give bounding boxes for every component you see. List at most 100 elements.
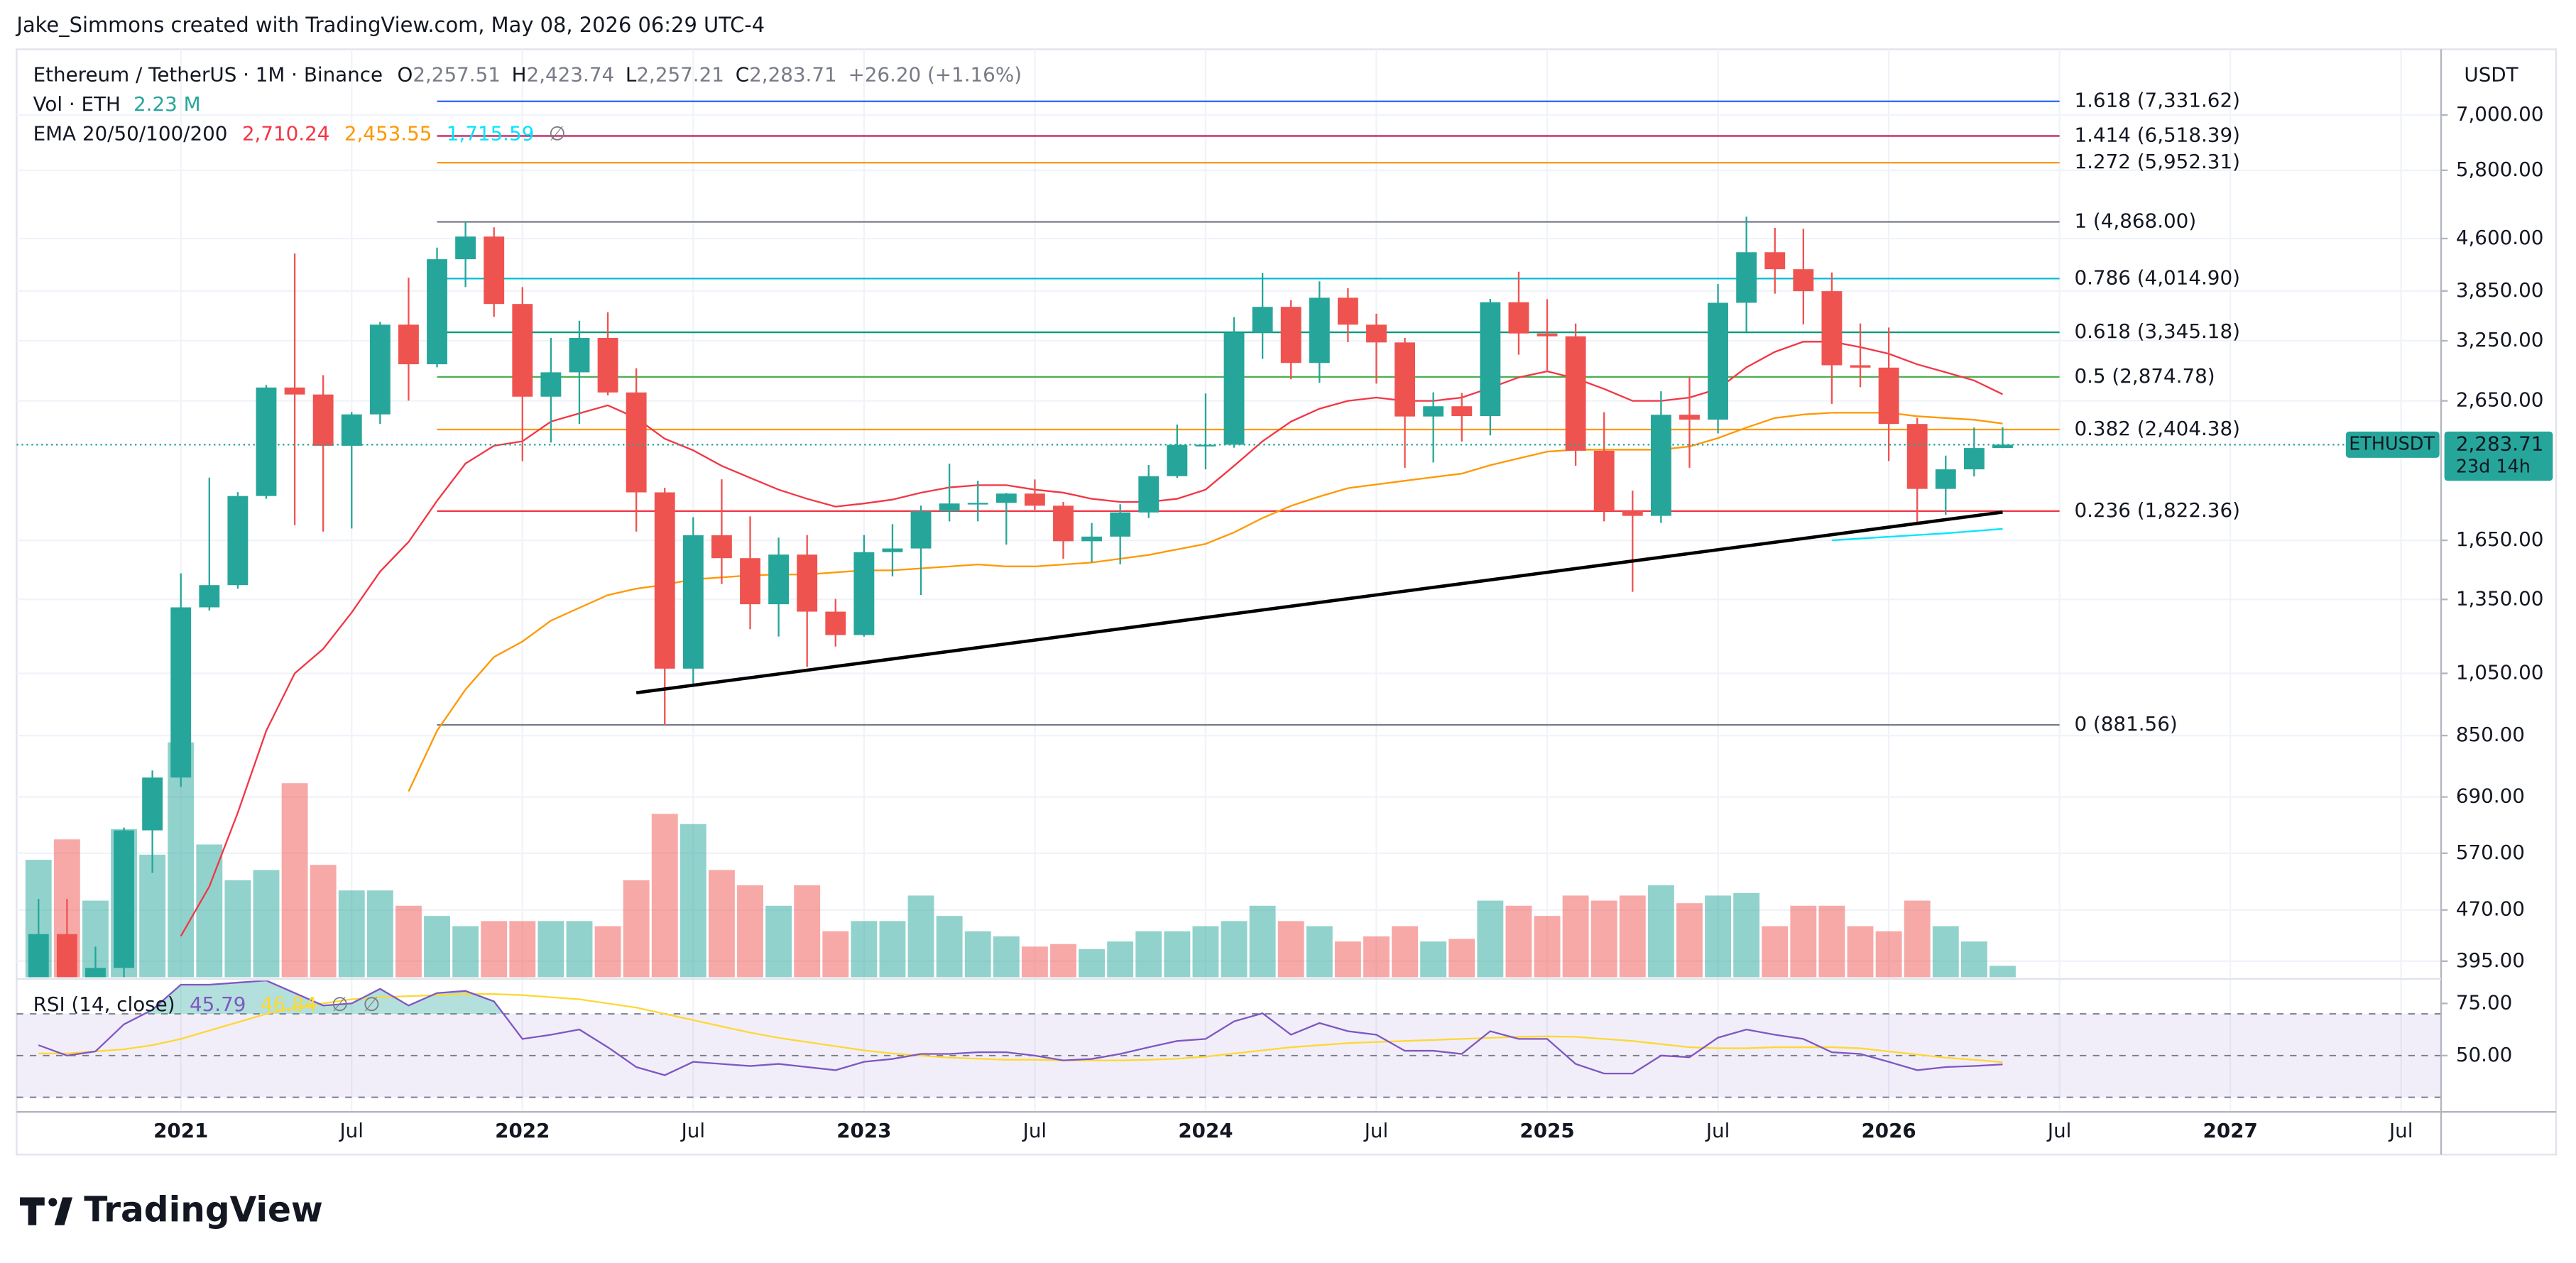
legend-ema-value: 2,453.55	[344, 122, 432, 146]
y-tick-label: 570.00	[2456, 841, 2525, 864]
candle-body	[1451, 406, 1473, 416]
candle-body	[1821, 291, 1843, 366]
volume-bar	[139, 854, 166, 978]
fib-label: 1.272 (5,952.31)	[2074, 150, 2240, 173]
volume-bar	[680, 824, 706, 978]
y-tick-label: 2,650.00	[2456, 388, 2544, 412]
volume-bar	[907, 895, 934, 978]
candle-body	[825, 611, 846, 635]
volume-bar	[1534, 916, 1561, 978]
legend-rsi-missing: ∅	[332, 993, 349, 1016]
candle-body	[1252, 307, 1273, 333]
x-tick-label: 2021	[153, 1119, 208, 1142]
volume-bar	[1932, 926, 1959, 978]
volume-bar	[1762, 926, 1789, 978]
candle-body	[1622, 510, 1643, 516]
fib-label: 1.618 (7,331.62)	[2074, 89, 2240, 112]
volume-bar	[993, 936, 1020, 978]
volume-bar	[537, 921, 564, 978]
candle-body	[1736, 252, 1757, 303]
y-tick-label: 1,350.00	[2456, 586, 2544, 610]
symbol-tag	[2345, 431, 2440, 458]
volume-bar	[1960, 941, 1987, 978]
volume-bar	[1420, 941, 1447, 978]
rsi-line	[38, 993, 2003, 1064]
volume-bar	[1135, 931, 1162, 978]
legend-rsi: RSI (14, close) 45.79 46.84 ∅ ∅	[33, 993, 381, 1016]
ema-line	[180, 341, 2003, 937]
candle-body	[369, 324, 391, 415]
candle-body	[170, 607, 192, 778]
footer-logo: TradingView	[84, 1190, 323, 1230]
volume-bar	[1790, 905, 1817, 978]
legend-ema-value: 2,710.24	[242, 122, 330, 146]
candle-body	[939, 503, 960, 512]
volume-bar	[1477, 900, 1504, 978]
fib-label: 1.414 (6,518.39)	[2074, 123, 2240, 146]
candle-body	[882, 548, 903, 552]
candle-body	[427, 259, 447, 365]
volume-bar	[879, 921, 906, 978]
x-tick-label: Jul	[2388, 1119, 2413, 1142]
y-tick-label: 1,650.00	[2456, 527, 2544, 551]
legend-rsi-value: 46.84	[261, 993, 317, 1016]
candle-body	[1395, 342, 1416, 417]
logo-shape	[48, 1198, 58, 1207]
candle-body	[1508, 302, 1529, 334]
fib-label: 0.618 (3,345.18)	[2074, 319, 2240, 343]
candle-body	[540, 372, 562, 397]
y-tick-label: 690.00	[2456, 784, 2525, 808]
legend-key: H	[512, 62, 527, 86]
candle-body	[1992, 444, 2013, 449]
x-tick-label: 2022	[495, 1119, 550, 1142]
x-tick-label: Jul	[1705, 1119, 1730, 1142]
candle-body	[56, 934, 77, 978]
trendline	[635, 510, 2003, 695]
volume-bar	[1164, 931, 1191, 978]
volume-bar	[851, 921, 878, 978]
candle-body	[1764, 252, 1786, 270]
volume-bar	[1619, 895, 1646, 978]
volume-bar	[253, 870, 280, 978]
y-tick-label: 3,850.00	[2456, 278, 2544, 302]
x-tick-label: Jul	[339, 1119, 364, 1142]
candle-body	[1167, 444, 1188, 476]
volume-bar	[708, 870, 735, 978]
x-tick-label: 2023	[836, 1119, 891, 1142]
legend-key: C	[736, 62, 749, 86]
fib-label: 0.382 (2,404.38)	[2074, 417, 2240, 440]
candle-body	[341, 414, 362, 446]
volume-bar	[737, 885, 763, 978]
rsi-overbought-fill	[38, 980, 2003, 1015]
candle-body	[1053, 505, 1074, 542]
candle-body	[1195, 444, 1216, 447]
rsi-line	[38, 980, 2003, 1076]
candle-body	[114, 830, 134, 968]
legend-key: O	[397, 62, 413, 86]
candle-body	[455, 236, 476, 260]
volume-bar	[936, 916, 963, 978]
volume-bar	[651, 814, 678, 978]
volume-bar	[366, 890, 393, 978]
footer-logo-icon	[20, 1197, 73, 1225]
volume-bar	[1562, 895, 1589, 978]
legend-volume-value: 2.23 M	[133, 92, 201, 116]
candle-body	[682, 535, 704, 669]
y-tick-label: 75.00	[2456, 990, 2512, 1014]
x-tick-label: 2025	[1519, 1119, 1574, 1142]
candle-body	[1650, 415, 1671, 516]
x-tick-label: 2027	[2203, 1119, 2258, 1142]
fib-label: 0 (881.56)	[2074, 712, 2177, 736]
volume-bar	[822, 931, 849, 978]
volume-bar	[1021, 946, 1048, 978]
volume-bar	[1107, 941, 1134, 978]
volume-bar	[1392, 926, 1419, 978]
ema-line	[1831, 527, 2003, 542]
candle-body	[1480, 302, 1501, 416]
candle-body	[1280, 307, 1301, 363]
candle-body	[711, 535, 732, 559]
candle-body	[256, 387, 277, 496]
candle-body	[1793, 269, 1814, 292]
candle-body	[569, 337, 590, 373]
